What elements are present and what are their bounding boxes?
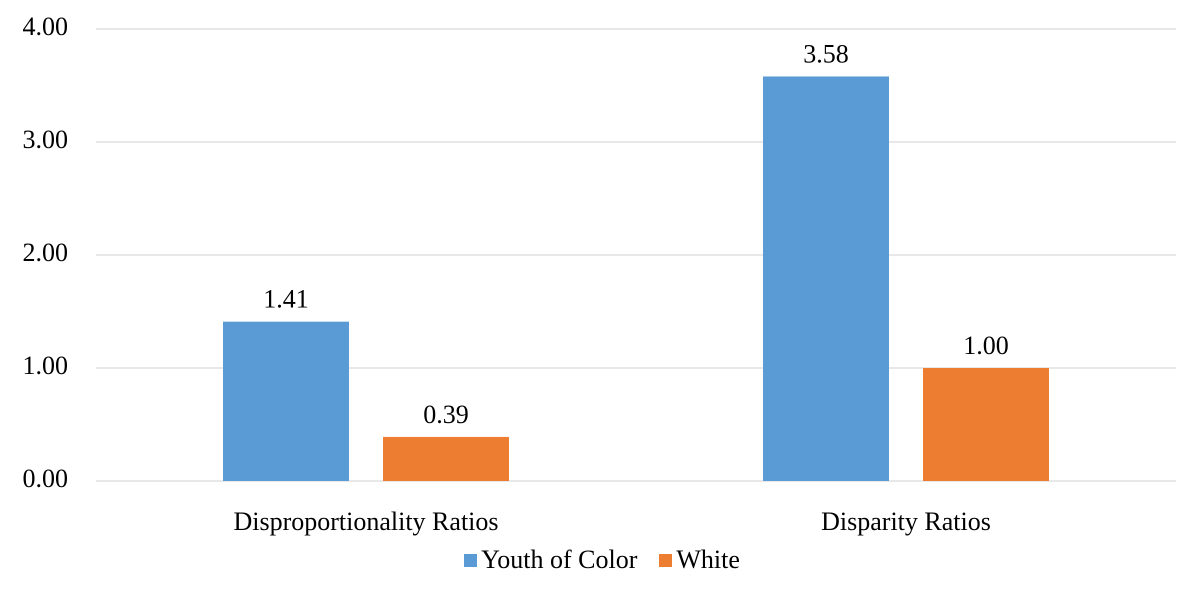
y-tick-label-4: 4.00 xyxy=(23,12,69,41)
chart-legend: Youth of Color White xyxy=(0,545,1204,575)
y-tick-label-0: 0.00 xyxy=(23,464,69,493)
bar-1-1 xyxy=(923,368,1049,481)
legend-swatch-youth-of-color xyxy=(464,553,478,567)
legend-item-youth-of-color: Youth of Color xyxy=(464,545,637,575)
data-label-0-0: 1.41 xyxy=(263,285,309,314)
data-label-0-1: 0.39 xyxy=(423,400,469,429)
legend-label-white: White xyxy=(676,545,740,574)
category-label-0: Disproportionality Ratios xyxy=(233,507,498,536)
data-label-1-1: 1.00 xyxy=(963,331,1009,360)
category-label-1: Disparity Ratios xyxy=(821,507,991,536)
data-label-1-0: 3.58 xyxy=(803,39,849,68)
legend-item-white: White xyxy=(659,545,740,575)
y-tick-label-1: 1.00 xyxy=(23,351,69,380)
bar-0-1 xyxy=(383,436,509,481)
bar-1-0 xyxy=(763,76,889,482)
legend-swatch-white xyxy=(659,553,673,567)
legend-label-youth-of-color: Youth of Color xyxy=(481,545,638,574)
bar-0-0 xyxy=(223,321,349,481)
y-tick-label-2: 2.00 xyxy=(23,238,69,267)
y-tick-label-3: 3.00 xyxy=(23,125,69,154)
